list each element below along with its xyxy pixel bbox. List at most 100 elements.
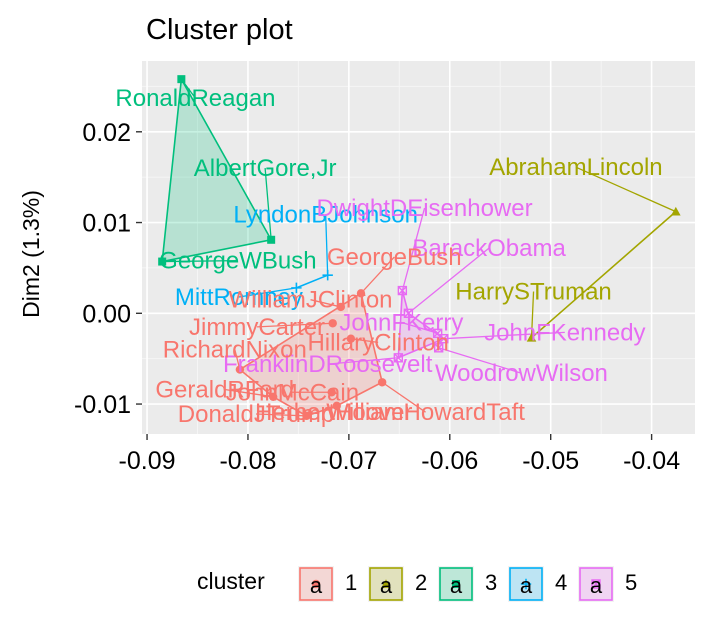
x-tick-label: -0.06 bbox=[421, 447, 478, 475]
point-harrystruman-marker bbox=[526, 333, 537, 342]
legend-key-glyph: a bbox=[310, 573, 323, 598]
leader-point-hillaryclinton bbox=[350, 338, 379, 343]
point-johnmccain-marker bbox=[327, 388, 336, 397]
y-tick-label: 0.01 bbox=[82, 210, 131, 238]
point-woodrowwilson-label: WoodrowWilson bbox=[435, 360, 608, 387]
point-barackobama-label: BarackObama bbox=[412, 235, 566, 262]
leader-point-woodrowwilson bbox=[438, 347, 522, 374]
hull-cluster-3 bbox=[161, 76, 273, 263]
legend-key-glyph: a bbox=[380, 573, 393, 598]
point-abrahamlincoln-marker bbox=[671, 206, 681, 216]
point-harrystruman-label: HarrySTruman bbox=[455, 279, 611, 306]
point-williamhowardtaft-label: WilliamHowardTaft bbox=[326, 399, 525, 426]
leader-point-georgewbush bbox=[162, 260, 238, 263]
legend-key-fill bbox=[509, 567, 543, 601]
point-johnfkennedy-label: JohnFKennedy bbox=[484, 319, 645, 346]
legend-key-marker bbox=[311, 579, 321, 589]
point-geraldrford-marker bbox=[268, 392, 278, 401]
legend-label-3: 3 bbox=[485, 570, 497, 595]
legend-label-1: 1 bbox=[345, 570, 357, 595]
point-geraldrford-label: GeraldRFord bbox=[155, 377, 294, 404]
point-dwightdeisenhower-marker bbox=[397, 285, 408, 296]
legend-label-5: 5 bbox=[625, 570, 637, 595]
point-labels: RonaldReagan AlbertGore,Jr GeorgeWBush Lynd… bbox=[115, 85, 662, 428]
leader-point-geraldrford bbox=[224, 388, 274, 398]
point-franklindroosevelt-label: FranklinDRoosevelt bbox=[223, 351, 433, 378]
point-herberthoover-label: HerbertHoover bbox=[255, 399, 412, 426]
x-axis: -0.09 -0.08 -0.07 -0.06 -0.05 -0.04 bbox=[119, 434, 680, 475]
leader-point-georgebush bbox=[360, 256, 395, 294]
point-jimmycarter-marker bbox=[328, 319, 337, 328]
point-lyndonbjohnson-marker bbox=[322, 269, 333, 281]
leader-point-mittromney bbox=[238, 287, 297, 298]
leader-point-johnfkennedy bbox=[443, 331, 565, 340]
point-williamhowardtaft-marker bbox=[377, 378, 387, 387]
point-williamjclinton-marker bbox=[336, 302, 345, 312]
point-donaldjtrump-label: DonaldJTrump bbox=[178, 401, 335, 428]
leader-point-johnfkerry bbox=[401, 321, 438, 334]
leader-point-franklindroosevelt bbox=[327, 357, 399, 365]
x-tick-label: -0.09 bbox=[119, 447, 176, 475]
x-tick-label: -0.04 bbox=[623, 447, 680, 475]
legend-key-marker bbox=[381, 579, 391, 588]
point-georgewbush-marker bbox=[158, 257, 167, 266]
grid-minor bbox=[142, 61, 695, 434]
point-williamjclinton-label: WilliamJClinton bbox=[229, 287, 393, 314]
chart-title: Cluster plot bbox=[146, 14, 293, 46]
label-leader-lines bbox=[162, 78, 677, 417]
point-richardnixon-marker bbox=[235, 365, 245, 374]
point-hillaryclinton-marker bbox=[346, 334, 356, 343]
point-georgewbush-label: GeorgeWBush bbox=[159, 248, 316, 275]
point-albertgore-jr-label: AlbertGore,Jr bbox=[194, 155, 337, 182]
y-tick-label: 0.02 bbox=[82, 119, 131, 147]
y-axis-label: Dim2 (1.3%) bbox=[18, 190, 44, 318]
point-albertgore-jr-marker bbox=[267, 235, 276, 244]
point-johnfkerry-label: JohnFKerry bbox=[339, 309, 463, 336]
leader-point-albertgore-jr bbox=[264, 168, 272, 240]
legend-title: cluster bbox=[197, 568, 265, 594]
point-georgebush-label: GeorgeBush bbox=[327, 244, 462, 271]
cluster-hulls bbox=[161, 76, 677, 417]
x-tick-label: -0.05 bbox=[522, 447, 579, 475]
legend-label-2: 2 bbox=[415, 570, 427, 595]
point-hillaryclinton-label: HillaryClinton bbox=[307, 329, 448, 356]
point-barackobama-marker bbox=[403, 308, 414, 318]
point-georgebush-marker bbox=[356, 289, 366, 298]
legend-key-glyph: a bbox=[590, 573, 603, 598]
point-mittromney-label: MittRomney bbox=[175, 284, 303, 311]
leader-point-abrahamlincoln bbox=[575, 166, 677, 213]
point-johnmccain-label: JohnMcCain bbox=[226, 379, 359, 406]
point-dwightdeisenhower-label: DwightDEisenhower bbox=[317, 195, 533, 222]
legend-key-glyph: a bbox=[520, 573, 533, 598]
grid-major bbox=[142, 61, 695, 434]
legend-label-4: 4 bbox=[555, 570, 567, 595]
point-donaldjtrump-marker bbox=[302, 411, 311, 421]
legend-key-marker bbox=[452, 580, 460, 588]
legend-key-marker bbox=[591, 579, 601, 589]
point-johnfkennedy-marker bbox=[439, 334, 449, 344]
point-abrahamlincoln-label: AbrahamLincoln bbox=[489, 154, 662, 181]
point-franklindroosevelt-marker bbox=[393, 353, 404, 363]
leader-point-barackobama bbox=[407, 247, 490, 314]
leader-point-williamhowardtaft bbox=[381, 381, 426, 413]
point-ronaldreagan-marker bbox=[177, 75, 186, 84]
data-points bbox=[158, 75, 681, 421]
y-tick-label: 0.00 bbox=[82, 300, 131, 328]
point-mittromney-marker bbox=[291, 282, 302, 294]
point-lyndonbjohnson-label: LyndonBJohnson bbox=[233, 201, 418, 228]
x-tick-label: -0.07 bbox=[320, 447, 377, 475]
legend-key-marker bbox=[520, 578, 532, 590]
leader-point-harrystruman bbox=[530, 291, 535, 338]
leader-point-williamjclinton bbox=[310, 299, 341, 308]
leader-point-dwightdeisenhower bbox=[401, 207, 426, 291]
point-jimmycarter-label: JimmyCarter bbox=[189, 314, 325, 341]
point-richardnixon-label: RichardNixon bbox=[163, 337, 307, 364]
y-axis: -0.01 0.00 0.01 0.02 bbox=[74, 119, 142, 419]
leader-point-donaldjtrump bbox=[256, 413, 307, 417]
